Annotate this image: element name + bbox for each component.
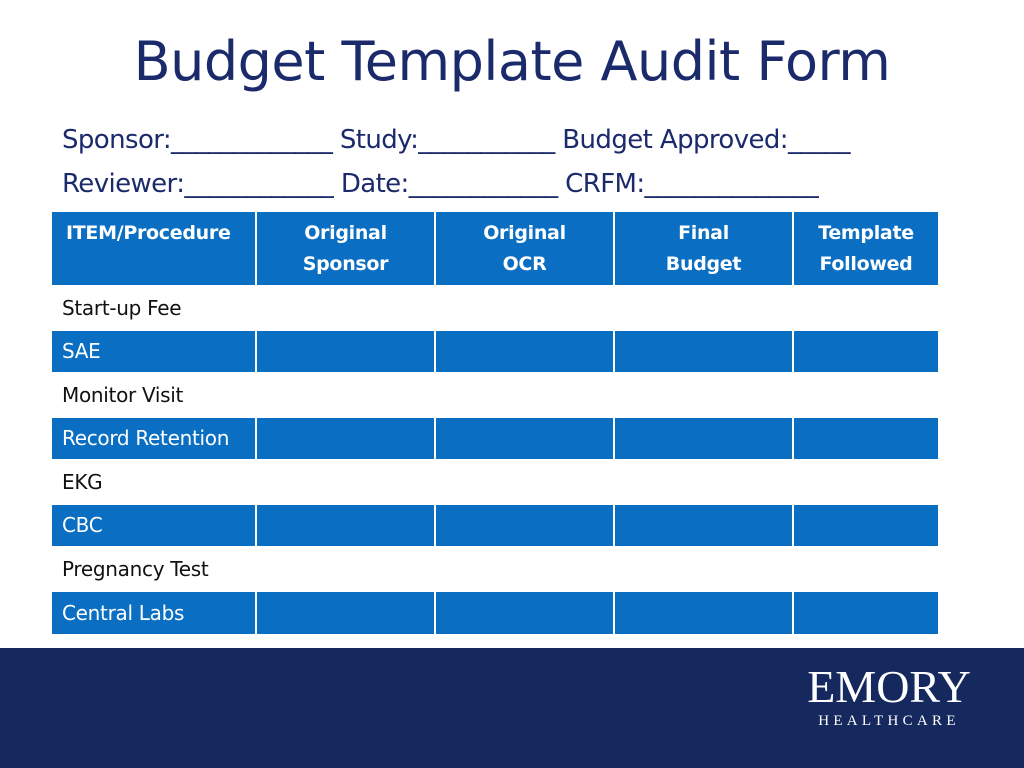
header-original-ocr: Original OCR	[435, 212, 615, 286]
cell[interactable]	[793, 502, 938, 547]
cell[interactable]	[256, 285, 436, 330]
cell[interactable]	[793, 589, 938, 634]
cell[interactable]	[435, 589, 615, 634]
cell[interactable]	[793, 372, 938, 417]
cell[interactable]	[435, 459, 615, 504]
cell[interactable]	[256, 502, 436, 547]
emory-healthcare-logo: EMORY HEALTHCARE	[804, 662, 974, 730]
cell[interactable]	[614, 546, 794, 591]
form-fields: Sponsor:_____________ Study:___________ …	[62, 118, 851, 206]
cell[interactable]	[435, 285, 615, 330]
header-final-budget: Final Budget	[614, 212, 794, 286]
cell[interactable]	[435, 546, 615, 591]
cell[interactable]	[435, 415, 615, 460]
row-label: EKG	[52, 459, 257, 504]
sponsor-study-approved-line[interactable]: Sponsor:_____________ Study:___________ …	[62, 125, 851, 155]
row-label: SAE	[52, 328, 257, 373]
page-title: Budget Template Audit Form	[133, 30, 891, 93]
header-item-procedure: ITEM/Procedure	[52, 212, 257, 286]
cell[interactable]	[793, 546, 938, 591]
cell[interactable]	[256, 546, 436, 591]
cell[interactable]	[793, 459, 938, 504]
row-label: Central Labs	[52, 589, 257, 634]
table-row: EKG	[52, 459, 938, 504]
logo-subtitle: HEALTHCARE	[818, 713, 960, 729]
table-row: Central Labs	[52, 589, 938, 634]
cell[interactable]	[256, 328, 436, 373]
header-template-followed: Template Followed	[793, 212, 938, 286]
cell[interactable]	[256, 589, 436, 634]
row-label: Monitor Visit	[52, 372, 257, 417]
footer-band: EMORY HEALTHCARE	[0, 648, 1024, 768]
row-label: Pregnancy Test	[52, 546, 257, 591]
row-label: Start-up Fee	[52, 285, 257, 330]
cell[interactable]	[614, 285, 794, 330]
audit-table: ITEM/Procedure Original Sponsor Original…	[52, 212, 938, 634]
table-row: Monitor Visit	[52, 372, 938, 417]
cell[interactable]	[614, 328, 794, 373]
table-row: SAE	[52, 328, 938, 373]
table-row: Pregnancy Test	[52, 546, 938, 591]
cell[interactable]	[793, 285, 938, 330]
table-row: Start-up Fee	[52, 285, 938, 330]
cell[interactable]	[256, 415, 436, 460]
cell[interactable]	[614, 502, 794, 547]
cell[interactable]	[614, 415, 794, 460]
cell[interactable]	[614, 372, 794, 417]
table-row: Record Retention	[52, 415, 938, 460]
row-label: Record Retention	[52, 415, 257, 460]
row-label: CBC	[52, 502, 257, 547]
cell[interactable]	[793, 328, 938, 373]
table-header-row: ITEM/Procedure Original Sponsor Original…	[52, 212, 938, 286]
cell[interactable]	[435, 372, 615, 417]
header-original-sponsor: Original Sponsor	[256, 212, 436, 286]
cell[interactable]	[435, 502, 615, 547]
cell[interactable]	[256, 459, 436, 504]
cell[interactable]	[435, 328, 615, 373]
cell[interactable]	[256, 372, 436, 417]
table-row: CBC	[52, 502, 938, 547]
logo-wordmark: EMORY	[807, 661, 971, 712]
cell[interactable]	[793, 415, 938, 460]
cell[interactable]	[614, 459, 794, 504]
cell[interactable]	[614, 589, 794, 634]
reviewer-date-crfm-line[interactable]: Reviewer:____________ Date:____________ …	[62, 169, 819, 199]
